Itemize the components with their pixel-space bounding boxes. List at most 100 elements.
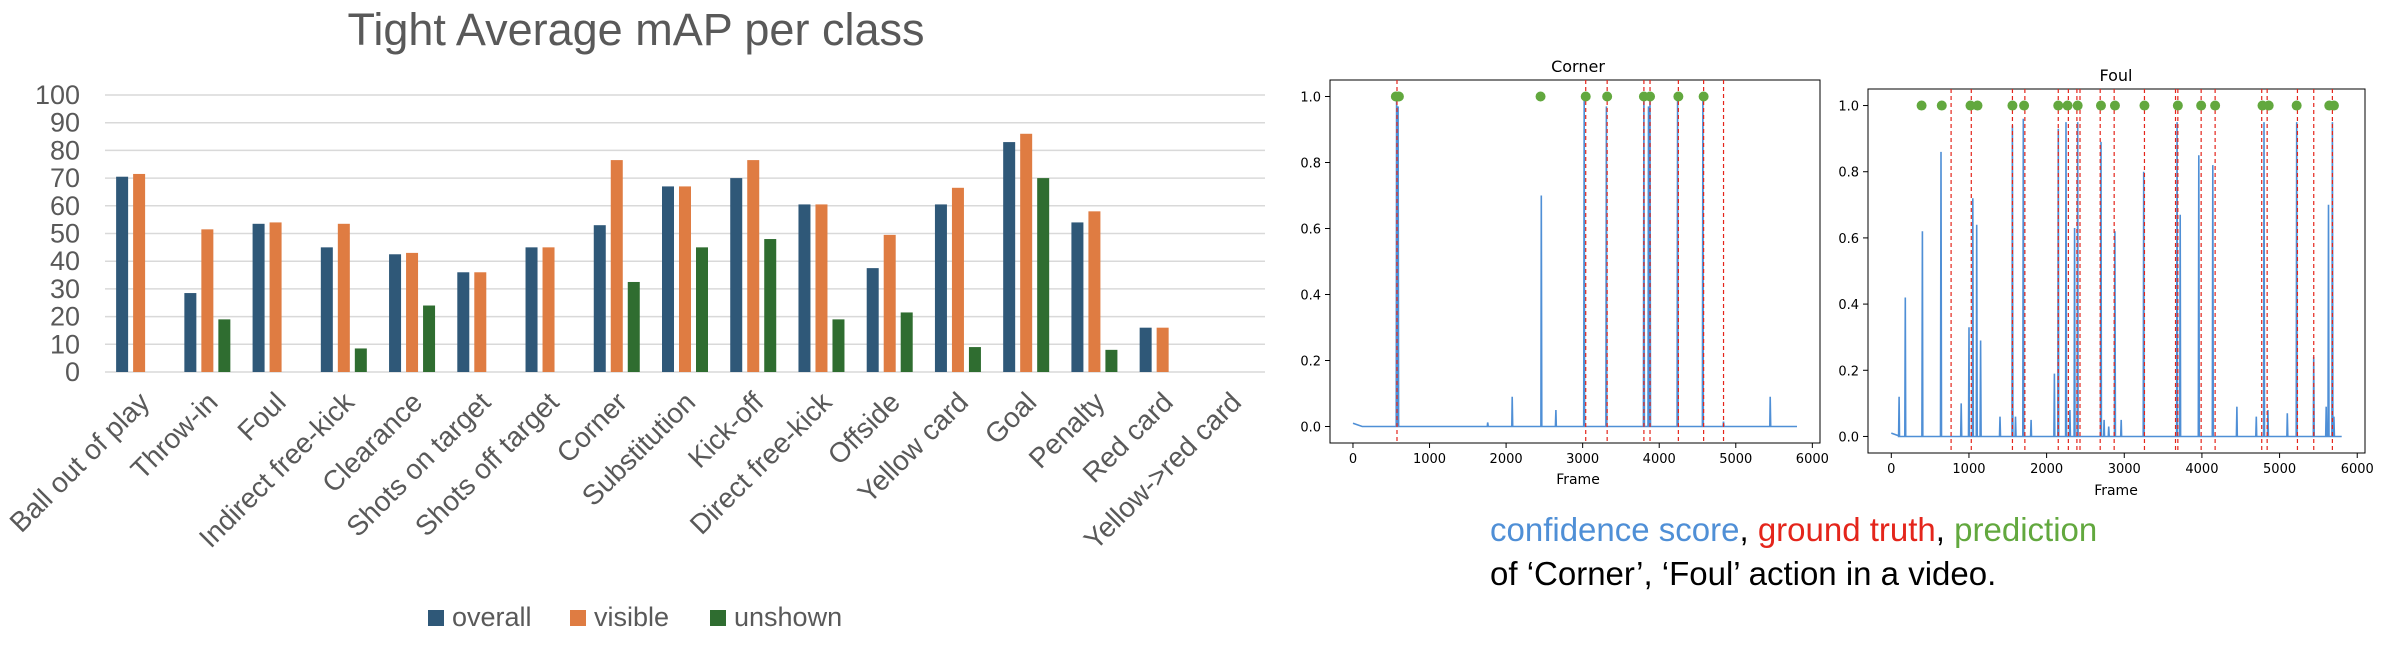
prediction-point	[2196, 100, 2207, 111]
bar-overall	[730, 178, 743, 372]
bar-visible	[815, 204, 828, 372]
prediction-point	[2139, 100, 2150, 111]
bar-chart-y-tick-label: 0	[65, 357, 80, 387]
prediction-point	[2328, 100, 2339, 111]
bar-visible	[679, 186, 691, 372]
y-tick-label: 0.6	[1838, 232, 1859, 247]
prediction-point	[1972, 100, 1983, 111]
prediction-point	[1645, 91, 1656, 102]
x-tick-label: 6000	[1796, 452, 1829, 467]
bar-chart-y-tick-label: 100	[35, 80, 80, 110]
caption-separator: ,	[1739, 511, 1758, 548]
bar-visible	[1088, 211, 1101, 372]
bar-visible	[337, 223, 350, 372]
x-tick-label: 1000	[1952, 462, 1985, 477]
x-tick-label: 2000	[1490, 452, 1523, 467]
y-tick-label: 0.8	[1300, 157, 1321, 172]
bar-visible	[133, 173, 146, 372]
prediction-point	[2007, 100, 2018, 111]
bar-chart-y-tick-label: 50	[50, 219, 80, 249]
bar-visible	[747, 160, 760, 372]
prediction-point	[1673, 91, 1684, 102]
bar-chart-legend: overall visible unshown	[428, 602, 842, 632]
legend-label-unshown: unshown	[734, 602, 842, 632]
bar-chart-y-tick-label: 80	[50, 135, 80, 165]
bar-overall	[1071, 222, 1084, 372]
corner-plot-xlabel: Frame	[1556, 472, 1600, 488]
x-tick-label: 3000	[1566, 452, 1599, 467]
prediction-point	[2062, 100, 2073, 111]
prediction-point	[2291, 100, 2302, 111]
y-tick-label: 0.0	[1300, 421, 1321, 436]
bar-chart-y-tick-label: 70	[50, 163, 80, 193]
caption-line-2: of ‘Corner’, ‘Foul’ action in a video.	[1490, 555, 1997, 592]
y-tick-label: 0.4	[1838, 298, 1859, 313]
foul-plot-area: 0.0 0.2 0.4 0.6 0.8 1.0 0 1000 2000 3000 4000 5000 6…	[1838, 88, 2374, 477]
caption-line-1: confidence score, ground truth, predicti…	[1490, 508, 2097, 552]
bar-chart-y-tick-label: 90	[50, 108, 80, 138]
legend-swatch-unshown	[710, 610, 726, 626]
prediction-point	[1393, 91, 1404, 102]
x-tick-label: 2000	[2030, 462, 2063, 477]
bar-chart-title: Tight Average mAP per class	[348, 4, 925, 55]
bar-visible	[201, 229, 214, 372]
bar-overall	[457, 272, 470, 372]
bar-unshown	[832, 319, 845, 372]
bar-visible	[474, 272, 487, 372]
x-tick-label: 5000	[1719, 452, 1752, 467]
prediction-point	[2053, 100, 2064, 111]
bar-overall	[1003, 142, 1016, 372]
y-tick-label: 0.4	[1300, 289, 1321, 304]
caption-ground-truth: ground truth	[1757, 511, 1936, 548]
bar-overall	[252, 223, 265, 372]
prediction-point	[1916, 100, 1927, 111]
bar-visible	[951, 187, 964, 372]
prediction-point	[2263, 100, 2274, 111]
bar-overall	[116, 176, 129, 372]
bar-unshown	[354, 348, 367, 372]
x-tick-label: 0	[1887, 462, 1895, 477]
confidence-score-line	[1352, 96, 1797, 428]
bar-unshown	[1037, 178, 1050, 372]
y-tick-label: 0.0	[1838, 430, 1859, 445]
prediction-point	[2210, 100, 2221, 111]
bar-unshown	[696, 247, 708, 372]
bar-visible	[269, 222, 282, 372]
plot-frame	[1867, 88, 2366, 454]
y-tick-label: 1.0	[1300, 91, 1321, 106]
bar-unshown	[1105, 349, 1118, 372]
bar-unshown	[900, 312, 913, 372]
bar-visible	[610, 160, 623, 372]
foul-plot: Foul Frame 0.0 0.2 0.4 0.6 0.8 1.0 0 1000 2000 30…	[1838, 66, 2373, 499]
bar-unshown	[423, 305, 436, 372]
prediction-point	[1698, 91, 1709, 102]
figure-caption: confidence score, ground truth, predicti…	[1490, 508, 2097, 596]
corner-plot-area: 0.0 0.2 0.4 0.6 0.8 1.0 0 1000 2000 3000 4000 5000 6…	[1300, 79, 1829, 467]
bar-overall	[184, 293, 197, 372]
y-tick-label: 1.0	[1838, 100, 1859, 115]
bar-chart-y-tick-label: 20	[50, 302, 80, 332]
prediction-point	[2019, 100, 2030, 111]
y-tick-label: 0.6	[1300, 223, 1321, 238]
prediction-point	[2172, 100, 2183, 111]
bar-overall	[798, 204, 811, 372]
legend-label-overall: overall	[452, 602, 532, 632]
x-tick-label: 4000	[1643, 452, 1676, 467]
bar-unshown	[627, 281, 640, 372]
y-tick-label: 0.8	[1838, 166, 1859, 181]
bar-chart-y-tick-label: 10	[50, 329, 80, 359]
prediction-point	[2072, 100, 2083, 111]
caption-prediction: prediction	[1954, 511, 2098, 548]
prediction-point	[1965, 100, 1976, 111]
x-tick-label: 1000	[1413, 452, 1446, 467]
foul-plot-title: Foul	[2099, 66, 2132, 85]
confidence-score-line	[1891, 118, 2342, 438]
bar-visible	[883, 234, 896, 372]
bar-unshown	[764, 239, 777, 372]
legend-swatch-visible	[570, 610, 586, 626]
bar-chart-y-tick-label: 60	[50, 191, 80, 221]
bar-visible	[1020, 133, 1033, 372]
x-tick-label: 3000	[2108, 462, 2141, 477]
